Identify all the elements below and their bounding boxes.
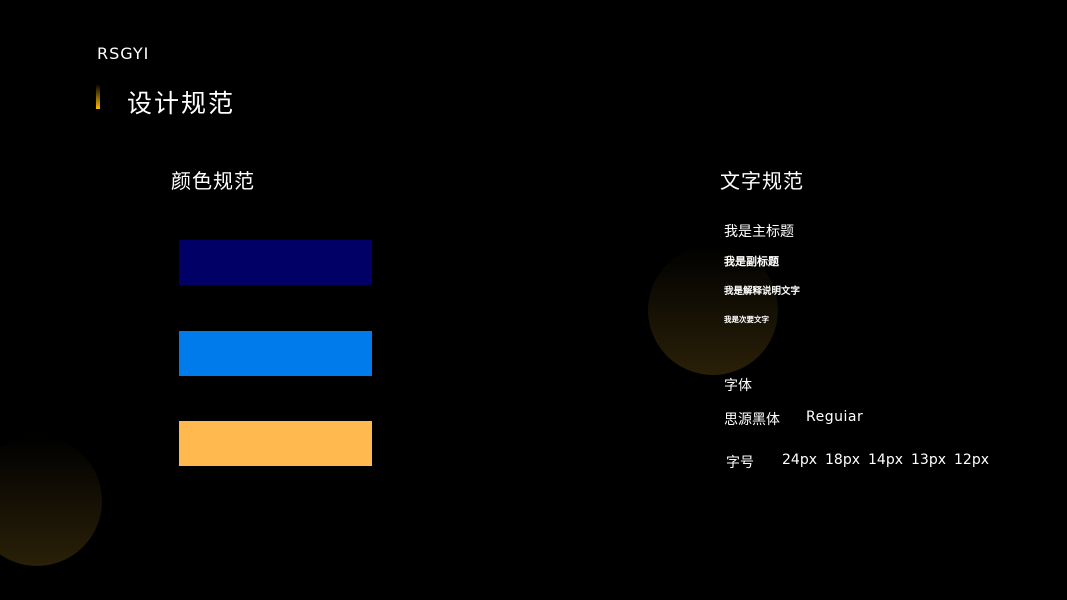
decorative-circle (648, 245, 778, 375)
sample-main-title: 我是主标题 (724, 224, 794, 240)
color-swatch-orange (179, 421, 372, 466)
size-14: 14px (868, 452, 903, 468)
size-18: 18px (825, 452, 860, 468)
size-label: 字号 (726, 455, 754, 471)
sample-secondary: 我是次要文字 (724, 315, 769, 324)
page-title: 设计规范 (127, 89, 236, 118)
brand-label: RSGYI (97, 44, 150, 63)
size-list: 24px 18px 14px 13px 12px (782, 452, 989, 468)
text-section-heading: 文字规范 (720, 169, 804, 193)
size-12: 12px (954, 452, 989, 468)
size-13: 13px (911, 452, 946, 468)
color-swatch-blue (179, 331, 372, 376)
font-weight: Reguiar (806, 409, 864, 425)
sample-subtitle: 我是副标题 (724, 255, 779, 268)
decorative-circle (0, 436, 102, 566)
sample-description: 我是解释说明文字 (724, 286, 801, 297)
color-section-heading: 颜色规范 (171, 169, 255, 193)
font-label: 字体 (724, 378, 752, 394)
size-24: 24px (782, 452, 817, 468)
color-swatch-navy (179, 240, 372, 285)
font-name: 思源黑体 (724, 412, 780, 428)
title-accent-bar (96, 84, 100, 109)
